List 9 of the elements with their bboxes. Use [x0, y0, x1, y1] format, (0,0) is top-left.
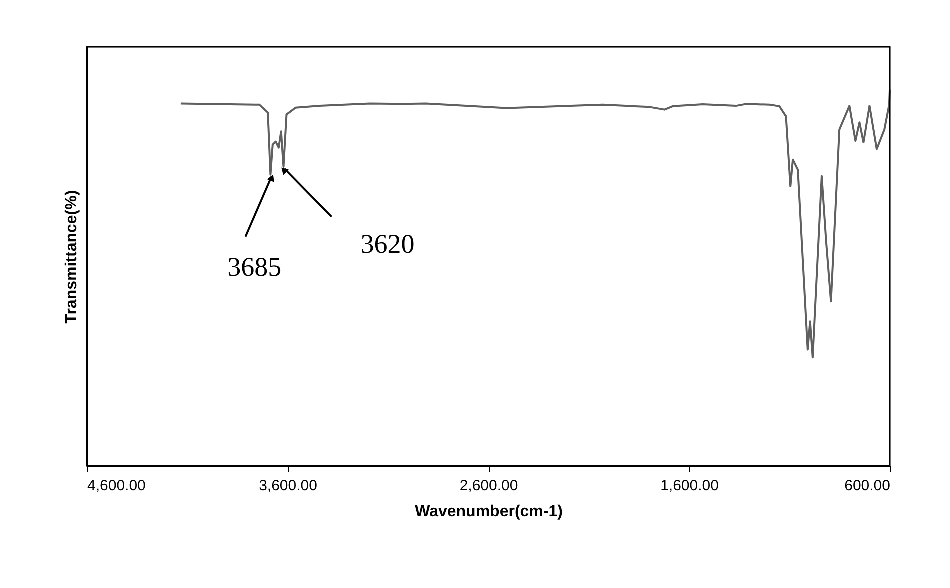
y-axis-title: Transmittance(%): [64, 190, 80, 324]
x-axis-title: Wavenumber(cm-1): [415, 504, 563, 520]
x-tick-label: 4,600.00: [88, 478, 146, 494]
x-tick-label: 2,600.00: [460, 478, 518, 494]
x-tick-label: 1,600.00: [660, 478, 719, 494]
x-tick-label: 600.00: [844, 478, 890, 494]
annotation: 3620: [360, 228, 415, 259]
annotation: 3685: [228, 252, 282, 282]
x-tick-label: 3,600.00: [259, 478, 318, 494]
